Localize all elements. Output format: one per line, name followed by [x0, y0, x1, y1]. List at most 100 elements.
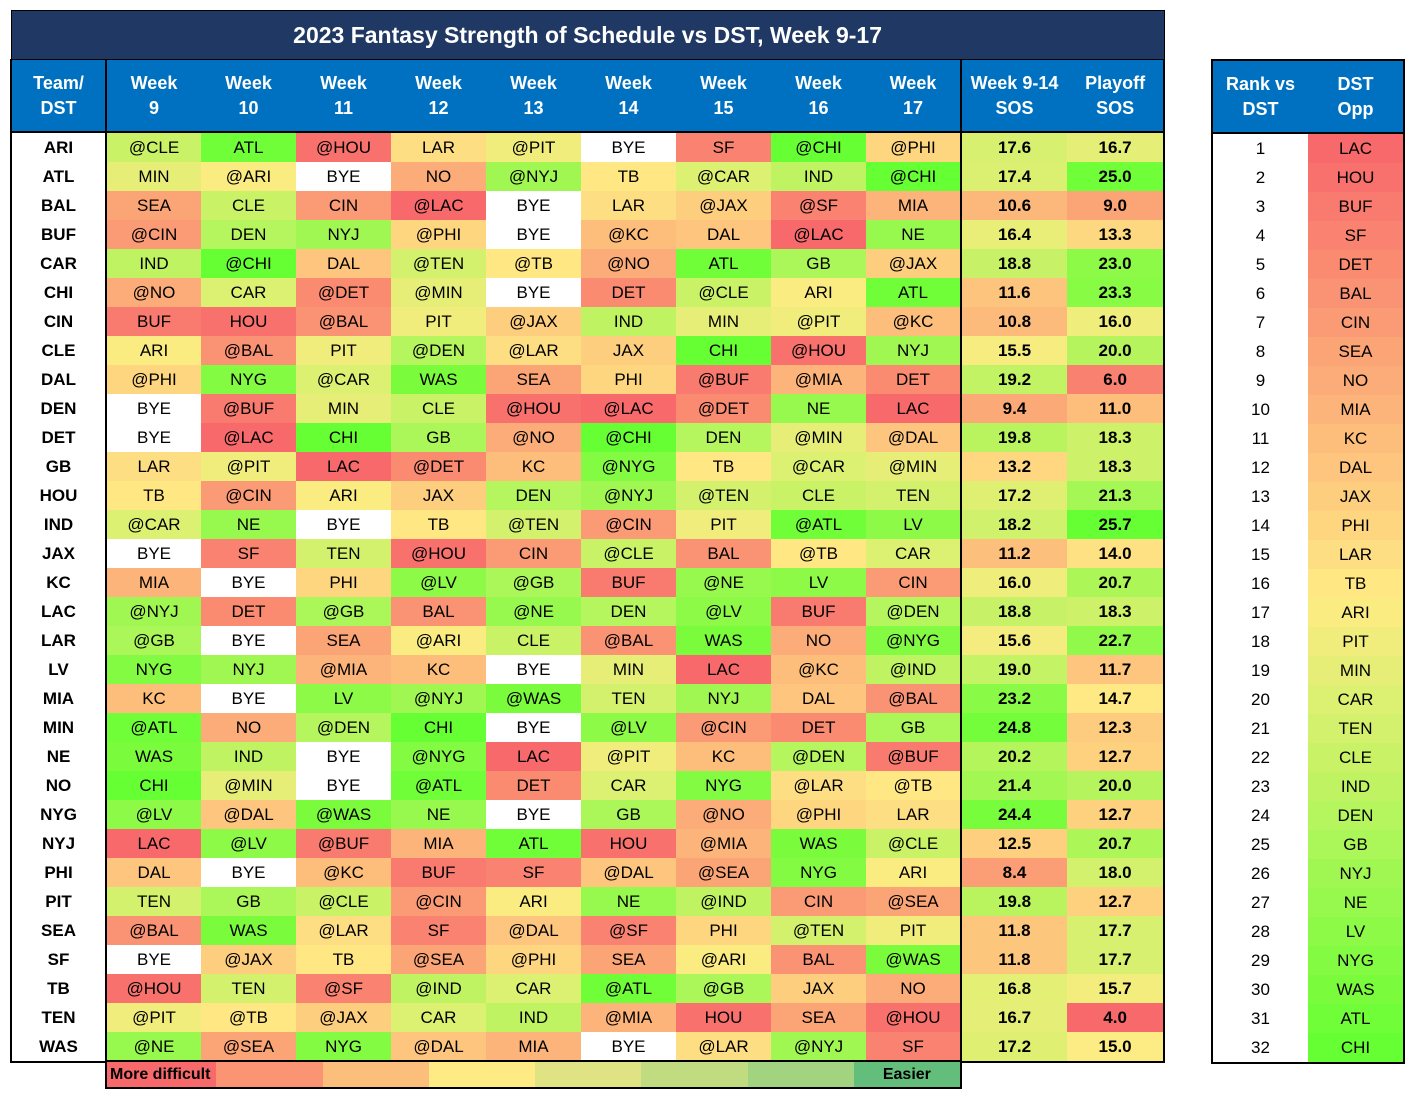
- playoff-sos-cell: 18.3: [1067, 597, 1166, 626]
- week-opponent-cell: CLE: [486, 626, 581, 655]
- week-opponent-cell: @BUF: [296, 829, 391, 858]
- rank-number-cell: 11: [1211, 424, 1308, 453]
- week-opponent-cell: CAR: [391, 1003, 486, 1032]
- rank-number-cell: 5: [1211, 250, 1308, 279]
- week-opponent-cell: SEA: [105, 191, 201, 220]
- week-opponent-cell: LAC: [676, 655, 771, 684]
- rank-number-cell: 27: [1211, 888, 1308, 917]
- rank-opponent-cell: DEN: [1308, 801, 1405, 830]
- sos-cell: 19.2: [961, 365, 1067, 394]
- week-opponent-cell: @NYJ: [486, 162, 581, 191]
- sos-cell: 19.8: [961, 887, 1067, 916]
- table-row: DAL @PHI NYG @CAR WAS SEA PHI @BUF @MIA DET 19.2 6.…: [10, 365, 1166, 394]
- rank-number-cell: 17: [1211, 598, 1308, 627]
- sos-cell: 17.2: [961, 1032, 1067, 1063]
- rank-row: 8 SEA: [1211, 337, 1405, 366]
- column-header-7: Week 15: [676, 59, 771, 133]
- week-opponent-cell: @GB: [105, 626, 201, 655]
- playoff-sos-cell: 11.7: [1067, 655, 1166, 684]
- sos-cell: 24.8: [961, 713, 1067, 742]
- week-opponent-cell: NE: [866, 220, 962, 249]
- week-opponent-cell: NYG: [296, 1032, 391, 1063]
- team-cell: DAL: [10, 365, 106, 394]
- table-row: SEA @BAL WAS @LAR SF @DAL @SF PHI @TEN PIT 11.8 17.…: [10, 916, 1166, 945]
- week-opponent-cell: ATL: [201, 132, 296, 162]
- column-header-11: Playoff SOS: [1067, 59, 1166, 133]
- column-header-line2: 13: [523, 97, 544, 118]
- week-opponent-cell: NYG: [676, 771, 771, 800]
- column-header-line1: Week: [320, 72, 367, 93]
- week-opponent-cell: TB: [581, 162, 676, 191]
- sos-cell: 16.7: [961, 1003, 1067, 1032]
- legend-more-difficult: More difficult: [107, 1062, 217, 1087]
- week-opponent-cell: @HOU: [486, 394, 581, 423]
- week-opponent-cell: @GB: [676, 974, 771, 1003]
- rank-row: 23 IND: [1211, 772, 1405, 801]
- table-row: KC MIA BYE PHI @LV @GB BUF @NE LV CIN 16.0 20.7: [10, 568, 1166, 597]
- week-opponent-cell: BYE: [581, 1032, 676, 1063]
- week-opponent-cell: @CHI: [866, 162, 962, 191]
- week-opponent-cell: BAL: [771, 945, 866, 974]
- week-opponent-cell: CIN: [296, 191, 391, 220]
- playoff-sos-cell: 12.7: [1067, 800, 1166, 829]
- playoff-sos-cell: 16.0: [1067, 307, 1166, 336]
- rank-row: 7 CIN: [1211, 308, 1405, 337]
- week-opponent-cell: ARI: [105, 336, 201, 365]
- week-opponent-cell: @MIN: [866, 452, 962, 481]
- week-opponent-cell: PHI: [676, 916, 771, 945]
- week-opponent-cell: @TB: [486, 249, 581, 278]
- week-opponent-cell: @CAR: [771, 452, 866, 481]
- week-opponent-cell: IND: [771, 162, 866, 191]
- week-opponent-cell: @CLE: [866, 829, 962, 858]
- week-opponent-cell: @CLE: [676, 278, 771, 307]
- week-opponent-cell: @NYJ: [771, 1032, 866, 1063]
- week-opponent-cell: @DET: [676, 394, 771, 423]
- playoff-sos-cell: 12.7: [1067, 887, 1166, 916]
- week-opponent-cell: MIN: [581, 655, 676, 684]
- week-opponent-cell: @MIA: [296, 655, 391, 684]
- week-opponent-cell: @BUF: [201, 394, 296, 423]
- week-opponent-cell: MIA: [866, 191, 962, 220]
- column-header-line1: Week: [130, 72, 178, 93]
- week-opponent-cell: @PHI: [105, 365, 201, 394]
- week-opponent-cell: CIN: [866, 568, 962, 597]
- team-cell: HOU: [10, 481, 106, 510]
- week-opponent-cell: @BAL: [581, 626, 676, 655]
- rank-row: 29 NYG: [1211, 946, 1405, 975]
- week-opponent-cell: DAL: [676, 220, 771, 249]
- legend-easier: Easier: [853, 1062, 960, 1087]
- week-opponent-cell: SF: [676, 132, 771, 162]
- week-opponent-cell: @PIT: [201, 452, 296, 481]
- week-opponent-cell: IND: [581, 307, 676, 336]
- week-opponent-cell: @NO: [105, 278, 201, 307]
- team-cell: TEN: [10, 1003, 106, 1032]
- column-header-line2: 9: [148, 97, 159, 118]
- week-opponent-cell: TEN: [105, 887, 201, 916]
- week-opponent-cell: NO: [866, 974, 962, 1003]
- rank-number-cell: 3: [1211, 192, 1308, 221]
- week-opponent-cell: @NYG: [391, 742, 486, 771]
- week-opponent-cell: JAX: [771, 974, 866, 1003]
- week-opponent-cell: BAL: [391, 597, 486, 626]
- playoff-sos-cell: 21.3: [1067, 481, 1166, 510]
- week-opponent-cell: BUF: [581, 568, 676, 597]
- week-opponent-cell: @HOU: [105, 974, 201, 1003]
- team-cell: ATL: [10, 162, 106, 191]
- week-opponent-cell: HOU: [676, 1003, 771, 1032]
- table-row: GB LAR @PIT LAC @DET KC @NYG TB @CAR @MIN 13.2 18.3: [10, 452, 1166, 481]
- column-header-line1: Week: [795, 72, 842, 93]
- rank-number-cell: 25: [1211, 830, 1308, 859]
- table-row: NE WAS IND BYE @NYG LAC @PIT KC @DEN @BUF 20.2 12.7: [10, 742, 1166, 771]
- team-cell: CLE: [10, 336, 106, 365]
- week-opponent-cell: @MIA: [581, 1003, 676, 1032]
- week-opponent-cell: @NE: [105, 1032, 201, 1063]
- week-opponent-cell: BYE: [201, 684, 296, 713]
- column-header-line2: 12: [428, 97, 449, 118]
- week-opponent-cell: GB: [771, 249, 866, 278]
- week-opponent-cell: SEA: [581, 945, 676, 974]
- week-opponent-cell: BUF: [771, 597, 866, 626]
- column-header-line2: 11: [333, 97, 354, 118]
- rank-header-line2: DST: [1242, 98, 1279, 119]
- week-opponent-cell: NYG: [771, 858, 866, 887]
- rank-opponent-cell: ATL: [1308, 1004, 1405, 1033]
